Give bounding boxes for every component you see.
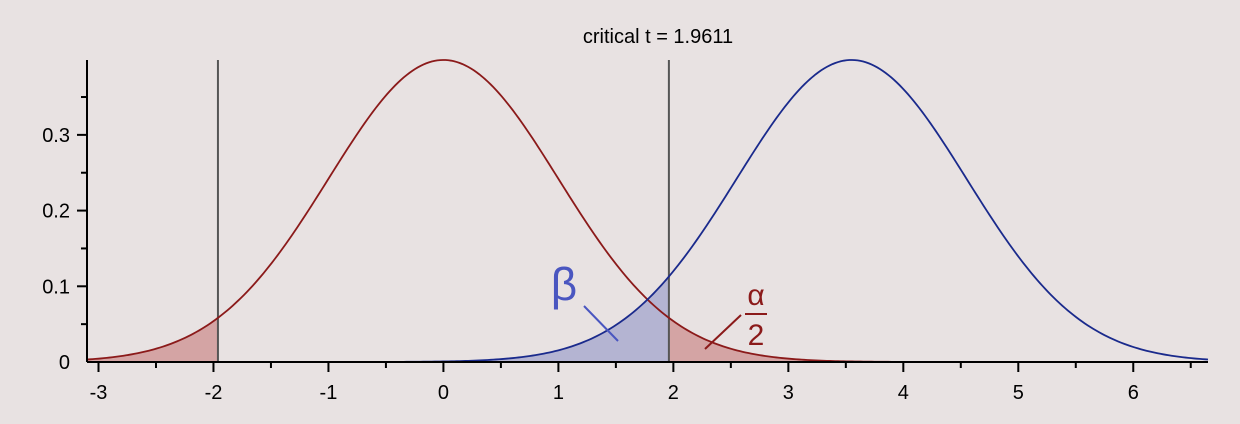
chart-title: critical t = 1.9611 <box>583 26 733 48</box>
alpha-leader-line <box>704 314 742 350</box>
alpha-left-tail-area <box>87 317 218 362</box>
x-tick-label: 1 <box>553 382 564 404</box>
x-tick-label: 4 <box>898 382 909 404</box>
alpha-numerator: α <box>747 279 764 312</box>
y-tick-label: 0 <box>59 352 70 374</box>
x-tick-label: 5 <box>1013 382 1024 404</box>
shaded-regions <box>87 276 1208 362</box>
x-tick-label: 3 <box>783 382 794 404</box>
critical-lines <box>216 60 670 362</box>
tick-marks <box>77 96 1192 372</box>
beta-leader-line <box>583 305 619 342</box>
beta-area <box>87 276 669 362</box>
beta-label: β <box>551 258 577 310</box>
x-tick-label: 2 <box>668 382 679 404</box>
alpha-denominator: 2 <box>748 319 765 352</box>
annotations: β α 2 <box>551 258 767 352</box>
x-tick-label: -1 <box>320 382 338 404</box>
tick-labels: -3 -2 -1 0 1 2 3 4 5 6 0 0.1 0.2 0.3 <box>42 125 1139 404</box>
y-tick-label: 0.1 <box>42 276 70 298</box>
y-tick-label: 0.3 <box>42 125 70 147</box>
x-tick-label: -3 <box>90 382 108 404</box>
y-tick-label: 0.2 <box>42 201 70 223</box>
x-tick-label: 6 <box>1128 382 1139 404</box>
x-tick-label: -2 <box>205 382 223 404</box>
alpha-right-tail-area <box>668 317 1208 362</box>
x-tick-label: 0 <box>438 382 449 404</box>
